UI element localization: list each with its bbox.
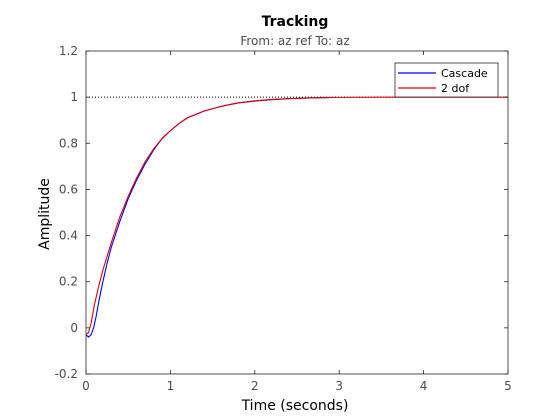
y-tick-label: 1 — [70, 90, 78, 104]
legend-label-2dof: 2 dof — [441, 82, 470, 95]
x-tick-label: 2 — [251, 379, 259, 393]
x-tick-label: 3 — [335, 379, 343, 393]
legend-label-cascade: Cascade — [441, 67, 488, 80]
y-axis-ticks: -0.2 0 0.2 0.4 0.6 0.8 1 1.2 — [55, 44, 508, 381]
y-tick-label: 0.8 — [59, 136, 78, 150]
plot-area: 0 1 2 3 4 5 -0.2 0 0.2 0.4 0.6 0.8 1 1.2 — [55, 44, 512, 393]
y-tick-label: -0.2 — [55, 367, 78, 381]
y-tick-label: 0.6 — [59, 182, 78, 196]
y-axis-label: Amplitude — [37, 178, 53, 250]
y-tick-label: 0.2 — [59, 275, 78, 289]
x-tick-label: 5 — [504, 379, 512, 393]
legend-box — [394, 62, 499, 98]
x-tick-label: 4 — [420, 379, 428, 393]
plot-frame — [85, 50, 509, 375]
x-axis-label: Time (seconds) — [241, 398, 349, 414]
x-axis-ticks: 0 1 2 3 4 5 — [82, 51, 512, 393]
chart-title: Tracking — [262, 14, 329, 30]
x-tick-label: 1 — [167, 379, 175, 393]
legend: Cascade 2 dof — [394, 62, 499, 98]
y-tick-label: 1.2 — [59, 44, 78, 58]
series-layer — [85, 96, 508, 338]
y-tick-label: 0 — [70, 321, 78, 335]
series-line-2dof — [85, 96, 508, 336]
y-tick-label: 0.4 — [59, 229, 78, 243]
x-tick-label: 0 — [82, 379, 90, 393]
chart-subtitle: From: az ref To: az — [240, 34, 349, 48]
